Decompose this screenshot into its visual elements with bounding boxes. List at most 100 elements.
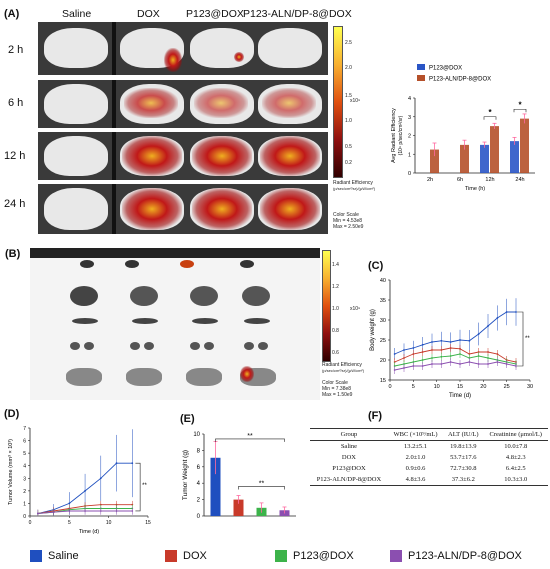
image-row-24h <box>38 184 328 234</box>
significance-marker: ** <box>142 483 147 489</box>
y-tick-label: 2 <box>408 134 411 140</box>
colorbar-b <box>322 250 331 362</box>
colorbar-b-tick: 0.8 <box>332 328 339 334</box>
data-point <box>84 510 86 512</box>
data-point <box>421 351 424 353</box>
panel-label-b: (B) <box>5 248 21 260</box>
data-point <box>468 361 471 363</box>
data-point <box>115 462 118 465</box>
data-point <box>487 325 489 327</box>
panel-c-line-chart: 15 20 25 30 35 40 0 5 10 15 20 25 30 Time (d) Body wei… <box>370 278 533 399</box>
panel-label-f: (F) <box>368 410 383 422</box>
panel-label-a: (A) <box>4 8 20 20</box>
significance-bracket <box>135 462 141 512</box>
y-tick-label: 4 <box>23 464 26 470</box>
bar <box>233 499 244 516</box>
data-point <box>496 317 499 319</box>
data-point <box>496 361 499 363</box>
bar <box>430 149 439 173</box>
table-cell: 13.2±5.1 <box>403 443 428 450</box>
color-min-b: Min = 7.38e8 <box>322 386 352 392</box>
color-max-b: Max = 1.50e9 <box>322 392 353 398</box>
data-point <box>431 363 433 365</box>
y-tick-label: 0 <box>23 514 26 520</box>
table-cell: 6.4±2.5 <box>505 465 526 472</box>
image-row-12h <box>38 132 328 180</box>
y-tick-label: 4 <box>408 96 411 102</box>
color-min-a: Min = 4.53e8 <box>333 218 363 224</box>
legend-label: DOX <box>183 550 207 562</box>
colorbar-a-tick: 1.5 <box>345 93 352 99</box>
data-point <box>99 477 102 480</box>
legend-item-saline: Saline <box>30 550 79 562</box>
legend-label: P123-ALN/DP-8@DOX <box>429 77 491 83</box>
data-point <box>449 341 452 343</box>
x-tick-label: 24h <box>515 177 524 183</box>
data-point <box>459 339 461 341</box>
data-point <box>412 347 415 349</box>
legend-item-p123: P123@DOX <box>275 550 354 562</box>
colorbar-a-tick: 2.0 <box>345 65 352 71</box>
bar <box>460 144 469 173</box>
table-cell: 0.9±0.6 <box>405 465 426 472</box>
data-point <box>505 363 508 365</box>
x-tick-label: 0 <box>29 520 32 526</box>
legend-label: P123@DOX <box>293 550 354 562</box>
y-axis-label: Body weight (g) <box>370 309 376 351</box>
table-row: P123@DOX 0.9±0.6 72.7±30.8 6.4±2.5 <box>310 463 548 474</box>
data-point <box>421 343 424 346</box>
time-label-6h: 6 h <box>8 97 24 109</box>
bar <box>210 457 221 516</box>
colorbar-a-units: (p/sec/cm²/sr)/(μW/cm²) <box>333 186 376 191</box>
colorbar-a-tick: 2.5 <box>345 40 352 46</box>
y-tick-label: 4 <box>197 481 201 487</box>
table-cell: 37.3±6.2 <box>451 476 475 483</box>
data-point <box>440 339 443 342</box>
x-tick-label: 15 <box>145 520 151 526</box>
data-point <box>431 357 433 359</box>
data-point <box>421 365 424 367</box>
table-header: Group <box>340 431 358 438</box>
legend-swatch <box>275 550 287 562</box>
significance-bracket <box>513 108 527 113</box>
data-point <box>477 333 480 335</box>
data-point <box>393 369 396 371</box>
colorbar-a <box>333 26 343 178</box>
data-point <box>487 363 489 365</box>
data-point <box>505 311 508 313</box>
significance-marker: * <box>518 100 522 109</box>
table: Group WBC (×10⁹/mL) ALT (IU/L) Creatinin… <box>310 428 548 486</box>
table-cell: 19.8±13.9 <box>450 443 477 450</box>
x-tick-label: 5 <box>68 520 71 526</box>
colorbar-b-title: Radiant Efficiency <box>322 362 362 368</box>
significance-marker: * <box>488 108 492 117</box>
colorbar-b-tick: 1.4 <box>332 262 339 268</box>
x-axis-label: Time (h) <box>465 186 485 192</box>
data-point <box>459 363 461 365</box>
image-row-6h <box>38 80 328 128</box>
panel-label-e: (E) <box>180 413 195 425</box>
colorbar-a-tick: 0.2 <box>345 160 352 166</box>
table-cell: 4.8±3.6 <box>405 476 426 483</box>
table-row: Saline 13.2±5.1 19.8±13.9 10.0±7.8 <box>310 441 548 453</box>
table-cell: 72.7±30.8 <box>450 465 477 472</box>
column-label-dox: DOX <box>137 8 160 20</box>
table-header: Creatinine (μmol/L) <box>489 431 542 438</box>
data-point <box>449 347 452 349</box>
data-point <box>131 510 134 512</box>
table-row: P123-ALN/DP-8@DOX 4.8±3.6 37.3±6.2 10.3±… <box>310 474 548 486</box>
series-line <box>394 361 517 371</box>
time-label-2h: 2 h <box>8 44 24 56</box>
table-cell: 10.0±7.8 <box>504 443 528 450</box>
y-tick-label: 15 <box>380 378 386 384</box>
data-point <box>477 355 480 357</box>
colorbar-b-tick: 1.0 <box>332 306 339 312</box>
data-point <box>459 347 461 350</box>
x-axis-label: Time (d) <box>449 393 471 399</box>
x-tick-label: 30 <box>527 384 533 390</box>
column-label-aln: P123-ALN/DP-8@DOX <box>243 8 352 20</box>
data-point <box>412 353 415 355</box>
series-line <box>394 353 517 367</box>
significance-bracket <box>516 311 524 367</box>
color-scale-a: Color Scale <box>333 212 359 218</box>
